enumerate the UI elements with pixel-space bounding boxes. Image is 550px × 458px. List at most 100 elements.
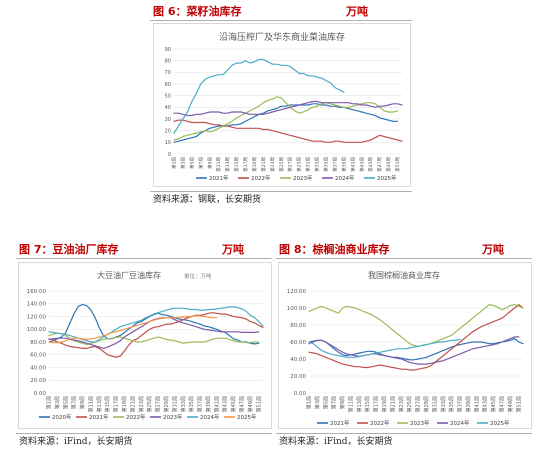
x-tick-label: 第5周	[322, 396, 329, 409]
x-tick-label: 第3周	[179, 157, 186, 169]
legend-label: 2023年	[410, 419, 430, 427]
y-tick-label: 60.00	[30, 353, 46, 359]
figure-source: 资料来源：iFind，长安期货	[276, 433, 532, 450]
y-tick-label: 70	[165, 70, 171, 76]
x-tick-label: 第45周	[230, 396, 237, 412]
x-tick-label: 第39周	[340, 157, 347, 172]
x-tick-label: 第25周	[278, 157, 285, 172]
y-tick-label: 80	[165, 58, 171, 64]
figure-palm-oil: 图 8：棕榈油商业库存 万吨 我国棕榈油商业库存 0.00 20.00 40.00 60…	[276, 241, 532, 455]
x-tick-label: 第47周	[499, 396, 506, 412]
x-tick-label: 第33周	[180, 396, 187, 412]
x-tick-label: 第17周	[242, 157, 249, 172]
figure-soybean-oil: 图 7：豆油油厂库存 万吨 大豆油厂豆油库存 单位：万吨 0.00 20.00 40.0…	[16, 241, 272, 455]
chart-unit-note: 单位：万吨	[184, 272, 212, 280]
x-tick-label: 第43周	[482, 396, 489, 412]
figure-unit: 万吨	[346, 5, 368, 18]
x-tick-label: 第37周	[331, 157, 338, 172]
x-tick-label: 第43周	[358, 157, 365, 172]
series-line-2024年	[48, 306, 264, 343]
series-line-2025年	[308, 338, 461, 358]
x-tick-label: 第33周	[314, 157, 321, 172]
chart-frame: 我国棕榈油商业库存 0.00 20.00 40.00 60.00 80.00 100.00 1…	[278, 262, 532, 429]
x-tick-label: 第13周	[224, 157, 231, 172]
y-tick-label: 40	[165, 105, 171, 111]
x-tick-label: 第7周	[331, 396, 338, 409]
legend-label: 2021年	[89, 413, 109, 421]
chart-frame: 沿海压榨厂及华东商业菜油库存 0 10 20 30 40 50 60 70 80 90 第1周 第3周第…	[153, 23, 411, 187]
series-line-2023年	[308, 303, 524, 347]
x-tick-label: 第27周	[155, 396, 162, 412]
x-tick-label: 第23周	[138, 396, 145, 412]
x-tick-label: 第13周	[96, 396, 103, 412]
chart-title: 我国棕榈油商业库存	[368, 270, 440, 280]
x-tick-label: 第21周	[129, 396, 136, 412]
x-tick-label: 第9周	[79, 396, 86, 409]
series-line-2024年	[173, 100, 403, 117]
y-tick-label: 120.00	[287, 289, 307, 295]
figure-unit: 万吨	[222, 243, 244, 256]
figure-caption: 图 7：豆油油厂库存	[19, 243, 119, 256]
y-tick-label: 60.00	[290, 340, 306, 346]
x-tick-label: 第29周	[423, 396, 430, 412]
x-tick-label: 第35周	[448, 396, 455, 412]
legend-label: 2020年	[52, 413, 72, 421]
x-tick-label: 第13周	[356, 396, 363, 412]
legend-label: 2023年	[163, 413, 183, 421]
figure-caption: 图 8：棕榈油商业库存	[279, 243, 390, 256]
x-tick-label: 第31周	[305, 157, 312, 172]
x-tick-label: 第11周	[347, 396, 354, 412]
x-tick-label: 第5周	[62, 396, 69, 409]
figure-caption-bar: 图 8：棕榈油商业库存 万吨	[276, 241, 532, 259]
x-tick-label: 第45周	[367, 157, 374, 172]
chart-title: 大豆油厂豆油库存	[97, 270, 161, 280]
soybean-oil-chart: 大豆油厂豆油库存 单位：万吨 0.00 20.00 40.00 60.00 80.00 100…	[27, 270, 264, 421]
x-tick-label: 第51周	[515, 396, 522, 412]
x-tick-label: 第17周	[113, 396, 120, 412]
series-line-2022年	[308, 303, 524, 371]
x-tick-label: 第7周	[197, 157, 204, 169]
y-tick-label: 120.00	[27, 314, 47, 320]
x-tick-label: 第11周	[215, 157, 222, 172]
x-tick-label: 第19周	[251, 157, 258, 172]
x-tick-label: 第51周	[394, 157, 401, 172]
x-tick-label: 第37周	[457, 396, 464, 412]
x-tick-label: 第3周	[54, 396, 61, 409]
figure-caption-bar: 图 7：豆油油厂库存 万吨	[16, 241, 272, 259]
y-tick-label: 40.00	[30, 365, 46, 371]
legend-label: 2024年	[200, 413, 220, 421]
x-tick-label: 第47周	[239, 396, 246, 412]
x-tick-label: 第15周	[364, 396, 371, 412]
x-tick-label: 第21周	[389, 396, 396, 412]
y-tick-label: 100.00	[27, 327, 47, 333]
x-tick-label: 第7周	[71, 396, 78, 409]
y-tick-label: 60	[165, 82, 171, 88]
x-tick-label: 第41周	[473, 396, 480, 412]
legend-label: 2025年	[237, 413, 257, 421]
legend-label: 2024年	[450, 419, 470, 427]
x-tick-label: 第11周	[87, 396, 94, 412]
x-tick-label: 第9周	[339, 396, 346, 409]
x-tick-label: 第15周	[233, 157, 240, 172]
x-tick-label: 第1周	[46, 396, 53, 409]
y-tick-label: 10	[165, 140, 171, 146]
x-tick-label: 第23周	[398, 396, 405, 412]
figure-caption: 图 6：菜籽油库存	[153, 5, 242, 18]
x-tick-label: 第41周	[213, 396, 220, 412]
x-tick-label: 第27周	[287, 157, 294, 172]
figure-source: 资料来源：钢联，长安期货	[150, 191, 412, 208]
x-tick-label: 第29周	[163, 396, 170, 412]
series-line-2022年	[48, 332, 260, 346]
series-line-2022年	[173, 119, 403, 143]
y-tick-label: 140.00	[27, 302, 47, 308]
y-tick-label: 20	[165, 128, 171, 134]
y-tick-label: 50	[165, 93, 171, 99]
x-tick-label: 第27周	[415, 396, 422, 412]
legend-label: 2025年	[377, 174, 397, 182]
legend-label: 2023年	[293, 174, 313, 182]
x-tick-label: 第49周	[247, 396, 254, 412]
series-line-2021年	[173, 103, 399, 143]
series-line-2023年	[48, 317, 260, 350]
x-tick-label: 第15周	[104, 396, 111, 412]
series-line-2025年	[173, 58, 345, 134]
